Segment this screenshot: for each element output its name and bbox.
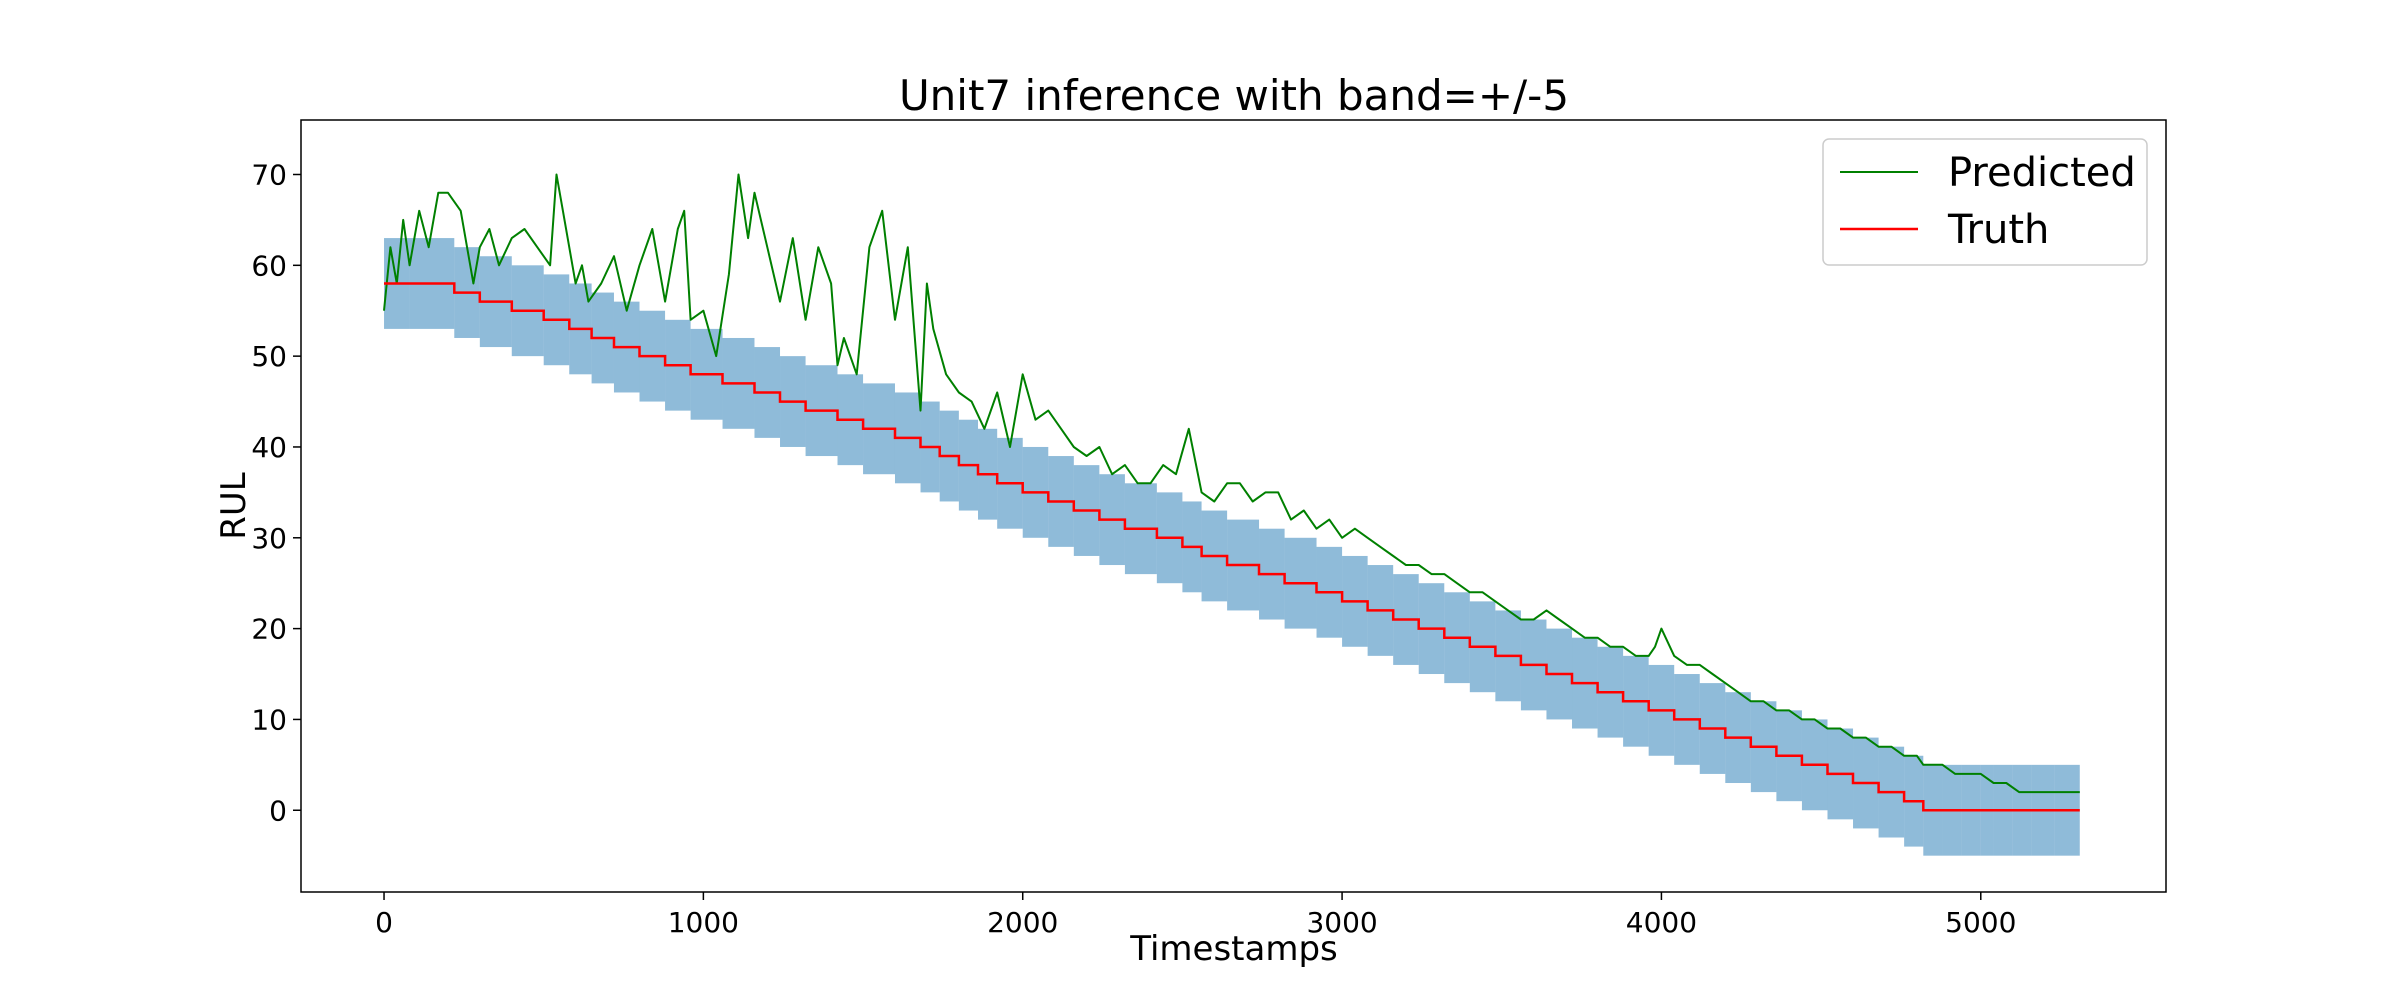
- y-tick-label: 30: [251, 522, 287, 555]
- band-layer: [384, 238, 2080, 856]
- x-tick-label: 4000: [1626, 906, 1697, 939]
- series-line-predicted: [383, 173, 2080, 794]
- series-layer: [383, 173, 2080, 812]
- y-tick-label: 20: [251, 613, 287, 646]
- y-axis-label: RUL: [214, 472, 254, 540]
- series-line-truth: [384, 282, 2080, 812]
- x-axis: 0 1000 2000 3000 4000 5000: [375, 892, 2016, 939]
- y-tick-label: 0: [269, 794, 287, 827]
- plot-frame: [300, 119, 2167, 893]
- x-tick-label: 5000: [1945, 906, 2016, 939]
- y-tick-label: 70: [251, 158, 287, 191]
- legend: Predicted Truth: [1822, 138, 2148, 266]
- y-tick-label: 10: [251, 703, 287, 736]
- y-axis: 0 10 20 30 40 50 60 70: [251, 158, 301, 827]
- y-tick-label: 40: [251, 431, 287, 464]
- chart-title: Unit7 inference with band=+/-5: [899, 71, 1569, 120]
- x-tick-label: 2000: [987, 906, 1058, 939]
- x-tick-label: 1000: [668, 906, 739, 939]
- legend-frame: [1822, 138, 2148, 266]
- y-tick-label: 60: [251, 249, 287, 282]
- x-axis-label: Timestamps: [1129, 929, 1338, 969]
- x-tick-label: 3000: [1306, 906, 1377, 939]
- y-tick-label: 50: [251, 340, 287, 373]
- x-tick-label: 0: [375, 906, 393, 939]
- legend-label-truth: Truth: [1947, 207, 2049, 253]
- legend-label-predicted: Predicted: [1948, 150, 2136, 196]
